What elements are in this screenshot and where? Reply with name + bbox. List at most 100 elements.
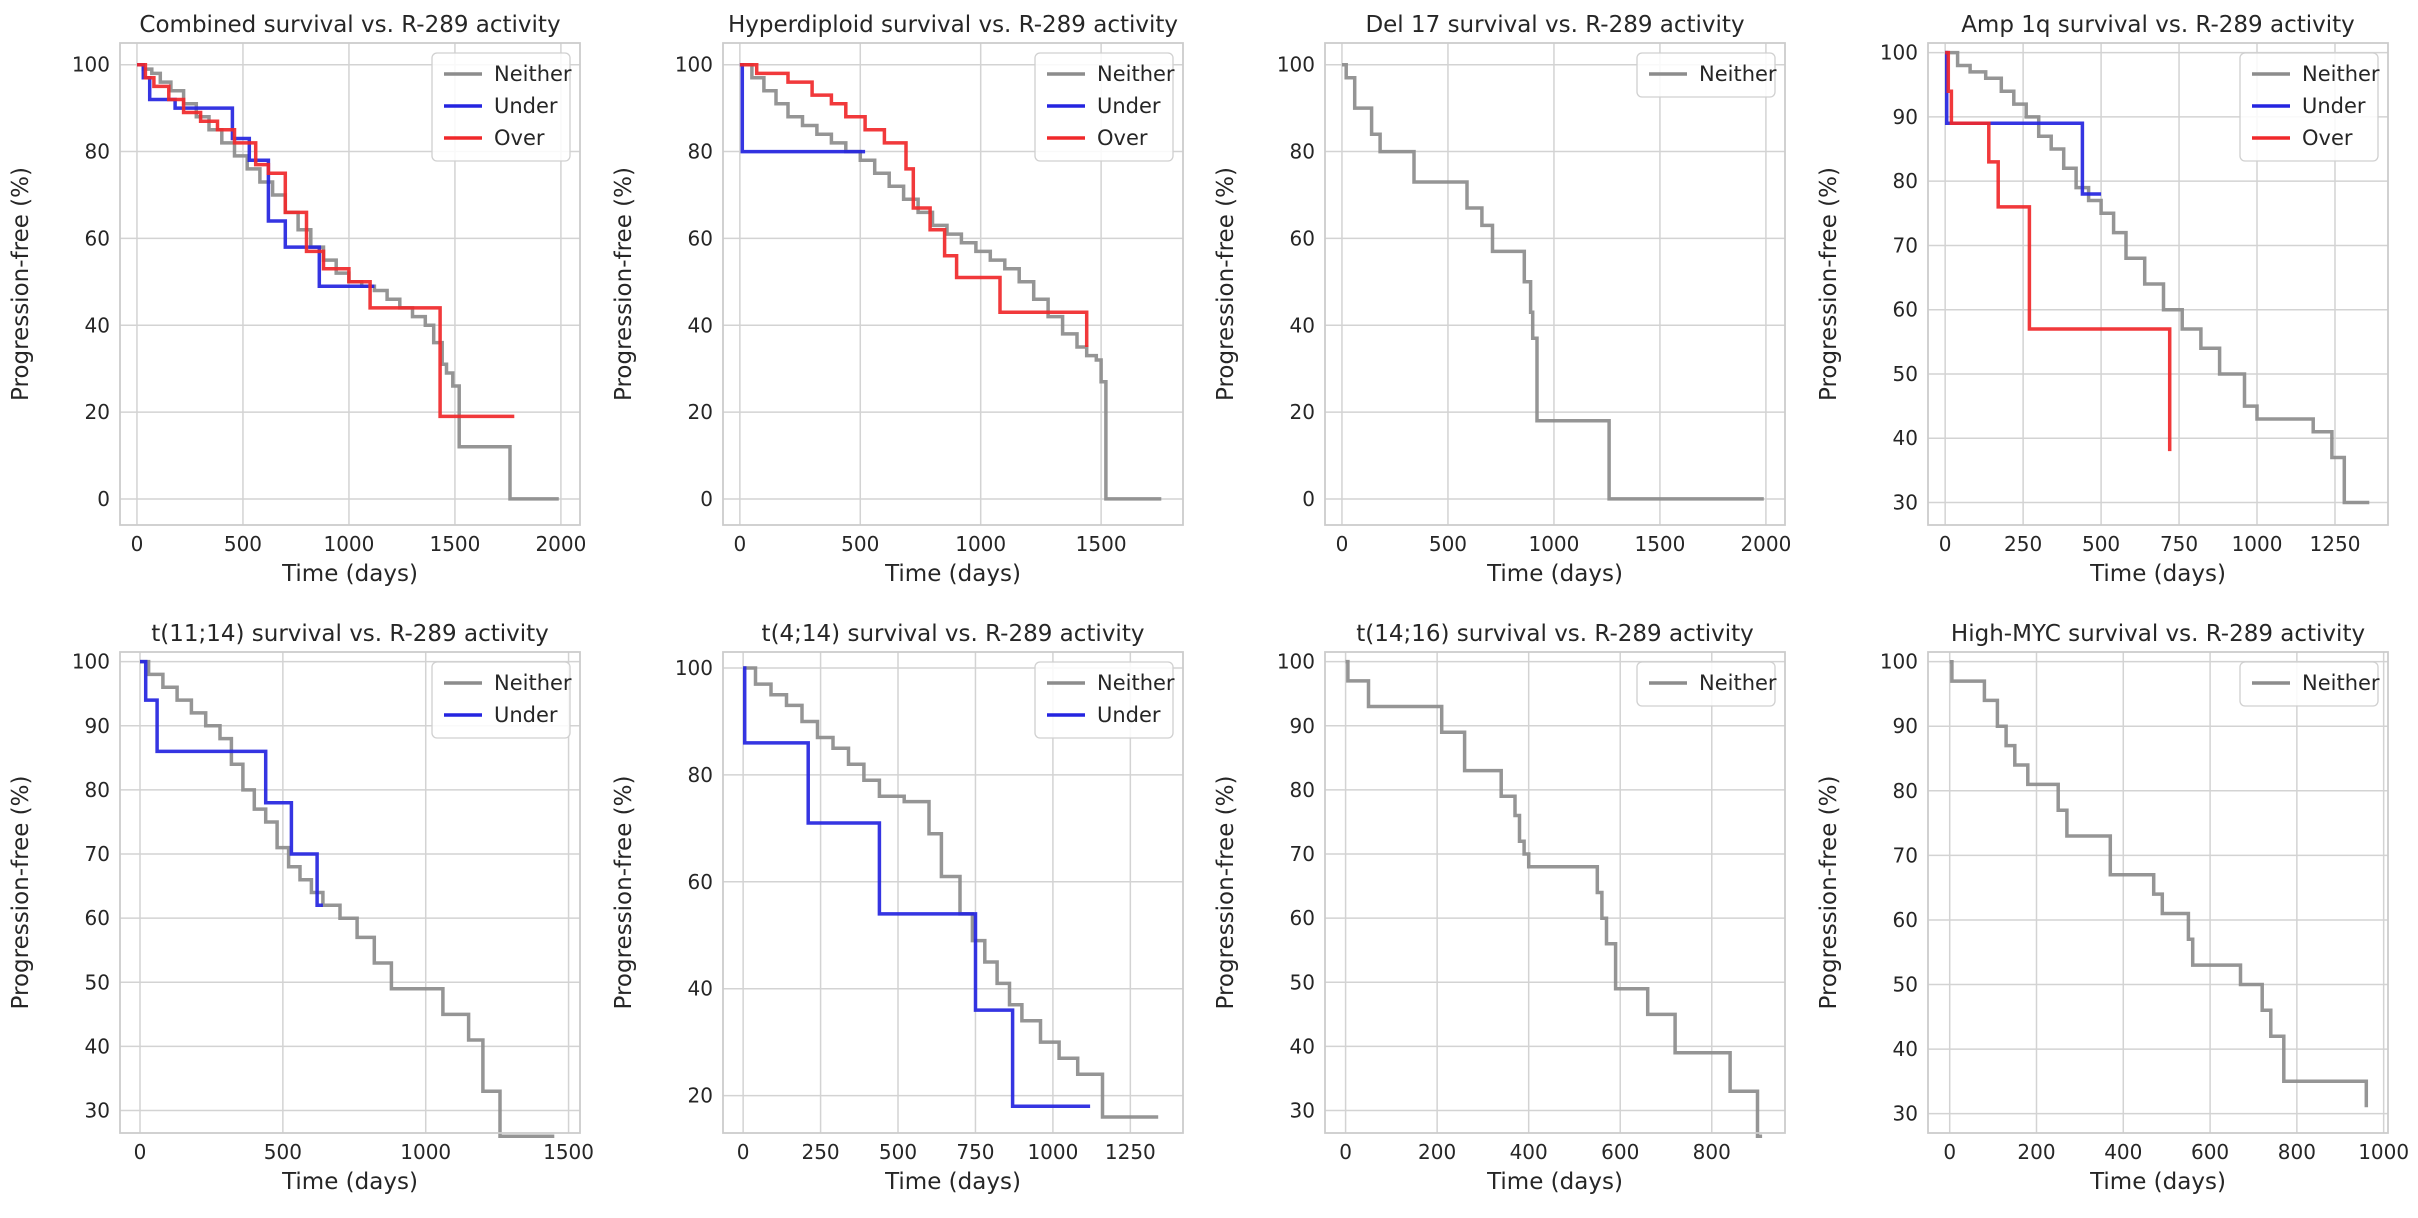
legend-box [2239,661,2379,707]
legend: Neither Under Over [2239,52,2380,162]
plot-frame [119,651,581,1134]
x-tick-label: 0 [134,1140,147,1164]
x-axis-label: Time (days) [884,561,1021,587]
y-axis-label: Progression-free (%) [8,167,34,401]
y-tick-label: 40 [1290,1034,1315,1058]
series-line-under [140,659,323,908]
y-tick-label: 80 [1290,778,1315,802]
x-tick-label: 250 [801,1140,839,1164]
y-tick-label: 40 [688,977,713,1001]
chart-title: High-MYC survival vs. R-289 activity [1951,621,2365,647]
y-tick-label: 30 [1893,491,1918,515]
x-tick-label: 750 [2160,532,2198,556]
series-line-over [137,62,515,419]
legend-label-over: Over [2302,126,2353,150]
x-tick-label: 1000 [400,1140,451,1164]
x-tick-label: 2000 [535,532,586,556]
y-tick-label: 90 [85,714,110,738]
x-tick-label: 500 [841,532,879,556]
chart-panel-2: 0 500 1000 1500 2000 0 20 40 60 80 100 Del 17 survi… [1213,12,1791,587]
x-tick-label: 0 [1336,532,1349,556]
legend-label-neither: Neither [494,62,572,86]
y-tick-label: 60 [85,906,110,930]
y-tick-label: 100 [72,53,110,77]
y-axis-label: Progression-free (%) [1213,167,1239,401]
y-tick-label: 30 [1893,1102,1918,1126]
series-line-neither [743,666,1159,1119]
legend: Neither [1636,661,1777,707]
y-tick-label: 40 [688,313,713,337]
x-tick-label: 1000 [2232,532,2283,556]
chart-title: Hyperdiploid survival vs. R-289 activity [728,12,1178,38]
y-tick-label: 70 [1893,233,1918,257]
legend-label-over: Over [1097,126,1148,150]
legend-label-neither: Neither [1097,671,1175,695]
y-tick-label: 60 [688,870,713,894]
y-axis-label: Progression-free (%) [611,167,637,401]
y-tick-label: 60 [85,226,110,250]
x-tick-label: 250 [2004,532,2042,556]
series-line-neither [1342,62,1764,501]
x-tick-label: 0 [737,1140,750,1164]
chart-panel-7: 0 200 400 600 800 1000 30 40 50 60 70 80 90 100 High-M… [1816,621,2409,1195]
x-tick-label: 400 [2104,1140,2142,1164]
y-tick-label: 80 [1290,140,1315,164]
x-tick-label: 600 [2191,1140,2229,1164]
y-tick-label: 0 [1302,487,1315,511]
x-tick-label: 0 [733,532,746,556]
y-tick-label: 100 [1880,650,1918,674]
legend-label-under: Under [2302,94,2366,118]
x-tick-label: 1500 [1076,532,1127,556]
y-tick-label: 80 [85,778,110,802]
y-tick-label: 20 [688,1084,713,1108]
y-tick-label: 80 [688,140,713,164]
legend-label-neither: Neither [2302,671,2380,695]
y-tick-label: 70 [1893,843,1918,867]
chart-title: Combined survival vs. R-289 activity [139,12,560,38]
x-axis-label: Time (days) [281,1169,418,1195]
y-tick-label: 40 [1290,313,1315,337]
x-axis-label: Time (days) [2089,561,2226,587]
y-tick-label: 50 [1290,970,1315,994]
x-tick-label: 1500 [429,532,480,556]
legend: Neither Under [1034,661,1175,739]
y-tick-label: 80 [688,763,713,787]
y-tick-label: 100 [675,656,713,680]
y-tick-label: 30 [1290,1099,1315,1123]
x-axis-label: Time (days) [2089,1169,2226,1195]
series-line-neither [140,659,555,1138]
x-tick-label: 800 [1693,1140,1731,1164]
x-tick-label: 0 [131,532,144,556]
y-axis-label: Progression-free (%) [1816,776,1842,1010]
plot-frame [119,42,581,526]
x-tick-label: 1000 [323,532,374,556]
legend-label-under: Under [494,94,558,118]
x-axis-label: Time (days) [884,1169,1021,1195]
chart-title: t(11;14) survival vs. R-289 activity [151,621,549,647]
y-tick-label: 80 [85,140,110,164]
x-axis-label: Time (days) [1486,1169,1623,1195]
y-tick-label: 60 [1290,226,1315,250]
chart-panel-4: 0 500 1000 1500 30 40 50 60 70 80 90 100 t(11;14) su… [8,621,594,1195]
x-tick-label: 1000 [1528,532,1579,556]
y-tick-label: 40 [85,313,110,337]
x-tick-label: 2000 [1740,532,1791,556]
chart-title: Amp 1q survival vs. R-289 activity [1961,12,2355,38]
x-axis-label: Time (days) [1486,561,1623,587]
series-line-neither [739,62,1162,501]
x-tick-label: 500 [224,532,262,556]
x-tick-label: 600 [1601,1140,1639,1164]
x-axis-label: Time (days) [281,561,418,587]
legend-label-under: Under [1097,703,1161,727]
y-tick-label: 20 [85,400,110,424]
y-tick-label: 100 [1277,53,1315,77]
legend-box [431,52,571,162]
legend: Neither Under [431,661,572,739]
legend-box [1636,661,1776,707]
x-tick-label: 1250 [2310,532,2361,556]
y-tick-label: 90 [1290,714,1315,738]
y-tick-label: 100 [1277,650,1315,674]
chart-panel-1: 0 500 1000 1500 0 20 40 60 80 100 Hyperdiploid sur… [611,12,1184,587]
x-tick-label: 750 [956,1140,994,1164]
legend-label-neither: Neither [2302,62,2380,86]
